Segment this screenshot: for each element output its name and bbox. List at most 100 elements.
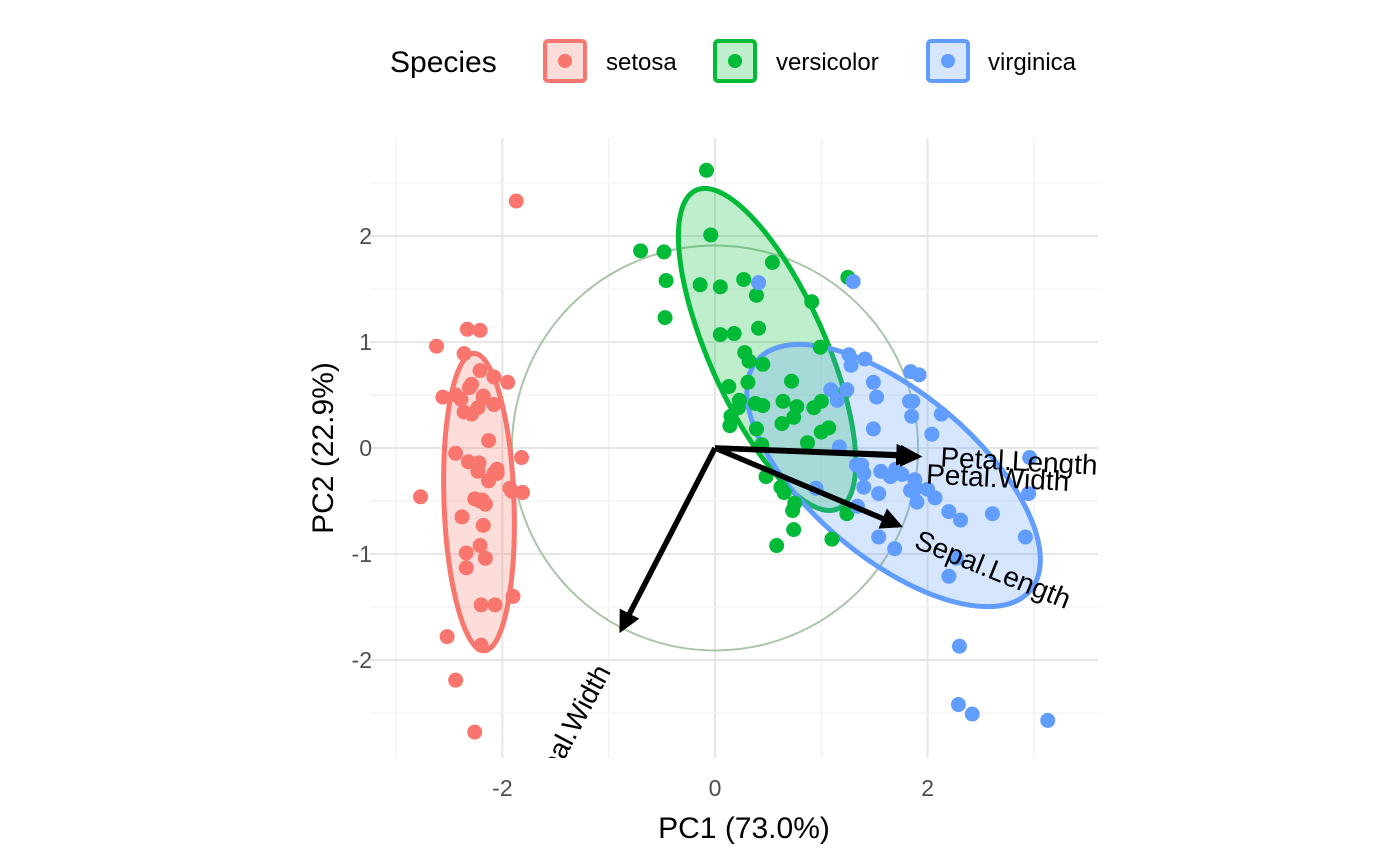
point-versicolor <box>726 326 742 342</box>
point-versicolor <box>804 294 820 310</box>
point-setosa <box>435 389 451 405</box>
point-versicolor <box>721 379 737 395</box>
point-virginica <box>856 479 872 495</box>
point-versicolor <box>839 506 855 522</box>
point-setosa <box>472 322 488 338</box>
point-setosa <box>486 397 502 413</box>
x-axis-title: PC1 (73.0%) <box>658 812 830 845</box>
point-virginica <box>904 408 920 424</box>
point-setosa <box>471 455 487 471</box>
point-versicolor <box>776 485 792 501</box>
point-virginica <box>857 351 873 367</box>
point-setosa <box>502 480 518 496</box>
point-versicolor <box>789 399 805 415</box>
point-versicolor <box>775 393 791 409</box>
axis-tick-labels: -2 0 2 -2 -1 0 1 2 <box>352 223 934 801</box>
point-virginica <box>845 274 861 290</box>
point-versicolor <box>812 339 828 355</box>
point-setosa <box>489 461 505 477</box>
point-setosa <box>505 588 521 604</box>
point-virginica <box>964 706 980 722</box>
y-tick-label: -2 <box>352 647 372 673</box>
point-versicolor <box>786 522 802 538</box>
point-versicolor <box>712 327 728 343</box>
point-versicolor <box>712 279 728 295</box>
x-tick-label: 2 <box>921 775 934 801</box>
point-versicolor <box>748 421 764 437</box>
loading-arrow-layer <box>619 443 923 634</box>
point-versicolor <box>736 271 752 287</box>
point-setosa <box>448 387 464 403</box>
point-versicolor <box>692 277 708 293</box>
point-virginica <box>839 382 855 398</box>
point-setosa <box>472 363 488 379</box>
point-virginica <box>984 506 1000 522</box>
point-virginica <box>1022 450 1038 466</box>
point-versicolor <box>755 356 771 372</box>
point-virginica <box>941 568 957 584</box>
point-versicolor <box>658 273 674 289</box>
point-virginica <box>751 275 767 291</box>
point-setosa <box>464 406 480 422</box>
loading-arrow-sepal-length <box>713 445 903 529</box>
point-setosa <box>473 597 489 613</box>
point-virginica <box>933 406 949 422</box>
point-virginica <box>950 697 966 713</box>
point-versicolor <box>751 320 767 336</box>
legend-point-setosa <box>558 54 572 68</box>
point-virginica <box>905 393 921 409</box>
legend-title: Species <box>390 46 497 79</box>
point-virginica <box>951 638 967 654</box>
point-versicolor <box>764 255 780 270</box>
point-setosa <box>458 560 474 576</box>
point-virginica <box>948 550 964 566</box>
point-setosa <box>472 538 488 554</box>
point-virginica <box>908 480 924 496</box>
point-virginica <box>873 463 889 479</box>
point-setosa <box>448 672 464 688</box>
legend-label-virginica: virginica <box>988 49 1077 76</box>
point-versicolor <box>748 287 764 303</box>
point-versicolor <box>657 310 673 326</box>
point-versicolor <box>784 373 800 389</box>
point-versicolor <box>737 345 753 361</box>
point-setosa <box>487 597 503 613</box>
point-setosa <box>461 380 477 396</box>
point-setosa <box>428 338 444 354</box>
point-setosa <box>472 493 488 509</box>
y-tick-label: 1 <box>359 329 372 355</box>
point-virginica <box>909 494 925 510</box>
legend-label-versicolor: versicolor <box>776 49 879 76</box>
point-virginica <box>869 389 885 405</box>
point-virginica <box>841 347 857 363</box>
point-virginica <box>924 426 940 442</box>
point-versicolor <box>740 374 756 390</box>
x-tick-label: 0 <box>709 775 722 801</box>
point-versicolor <box>755 398 771 414</box>
point-setosa <box>439 629 455 645</box>
point-virginica <box>829 392 845 408</box>
point-virginica <box>1021 486 1037 502</box>
y-tick-label: -1 <box>352 541 372 567</box>
point-setosa <box>454 509 470 525</box>
point-versicolor <box>633 243 649 259</box>
point-virginica <box>894 467 910 482</box>
point-versicolor <box>769 538 785 554</box>
point-setosa <box>508 193 524 209</box>
legend-point-virginica <box>941 54 955 68</box>
point-versicolor <box>703 227 719 243</box>
point-versicolor <box>774 416 790 432</box>
point-setosa <box>515 485 531 501</box>
point-versicolor <box>813 424 829 440</box>
y-tick-label: 2 <box>359 223 372 249</box>
point-versicolor <box>656 244 672 260</box>
legend-label-setosa: setosa <box>606 49 677 76</box>
point-virginica <box>871 529 887 545</box>
point-versicolor <box>824 531 840 547</box>
point-versicolor <box>698 162 714 178</box>
point-virginica <box>871 486 887 502</box>
point-virginica <box>1040 712 1056 728</box>
loading-label-sepal-width: Sepal.Width <box>519 660 617 808</box>
loading-arrow-sepal-width <box>619 446 718 634</box>
